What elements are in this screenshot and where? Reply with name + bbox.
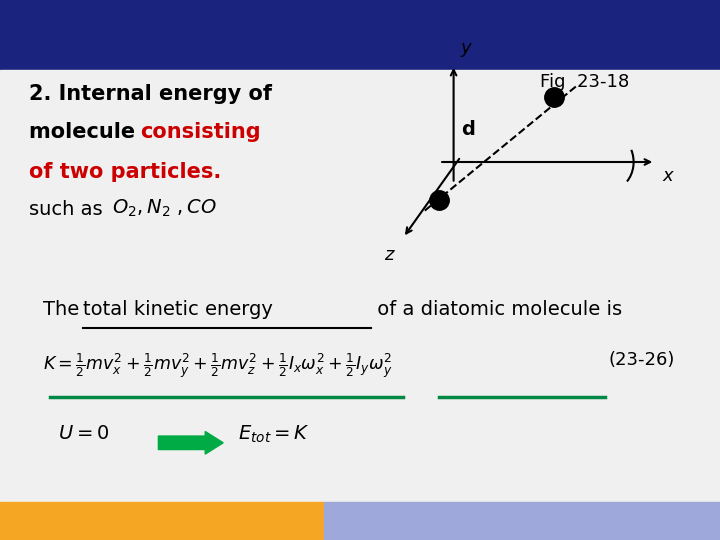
Text: $O_2, N_2\ ,CO$: $O_2, N_2\ ,CO$ [112,198,217,219]
Text: $U=0$: $U=0$ [58,424,109,443]
Text: x: x [662,167,673,185]
Text: consisting: consisting [140,122,261,141]
Bar [0,0,720,70]
Text: (23-26): (23-26) [608,351,675,369]
Text: of two particles.: of two particles. [29,162,221,182]
FancyArrow shape [158,431,223,454]
Text: The: The [43,300,86,319]
Text: such as: such as [29,200,109,219]
Text: molecule: molecule [29,122,142,141]
Text: total kinetic energy: total kinetic energy [83,300,273,319]
Text: 2. Internal energy of: 2. Internal energy of [29,84,272,104]
Text: of a diatomic molecule is: of a diatomic molecule is [371,300,622,319]
Bar [0,70,720,502]
Text: z: z [384,246,394,264]
Bar [324,502,720,540]
Text: y: y [461,39,472,57]
Text: $E_{tot}=K$: $E_{tot}=K$ [238,424,310,445]
Bar [0,502,324,540]
Text: $K = \frac{1}{2}mv_x^{2} + \frac{1}{2}mv_y^{2} + \frac{1}{2}mv_z^{2} + \frac{1}{: $K = \frac{1}{2}mv_x^{2} + \frac{1}{2}mv… [43,351,392,380]
Text: Fig  23-18: Fig 23-18 [540,73,629,91]
Text: d: d [461,120,475,139]
